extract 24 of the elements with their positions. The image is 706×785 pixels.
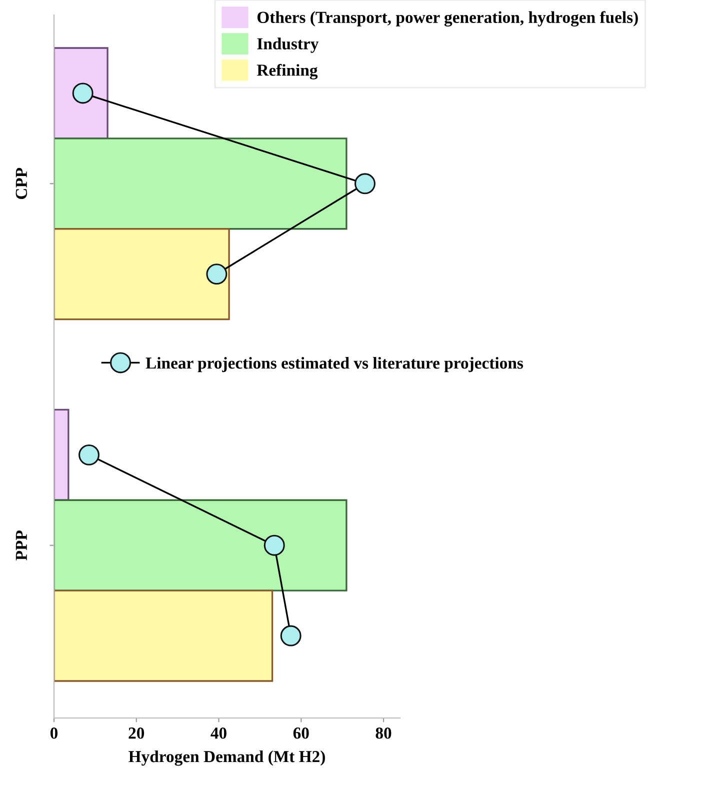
x-tick-label: 60: [293, 728, 309, 739]
x-tick-label: 80: [376, 728, 392, 739]
legend-label: Industry: [257, 38, 319, 53]
y-tick-label: CPP: [16, 168, 28, 200]
point: [78, 444, 100, 466]
bar: [54, 408, 70, 501]
x-tick-label: 20: [128, 728, 144, 739]
point: [280, 625, 302, 646]
legend-label: Linear projections estimated vs literature projections: [146, 356, 524, 372]
x-axis-title: Hydrogen Demand (Mt H2): [128, 750, 325, 766]
point: [264, 534, 285, 556]
point: [354, 173, 376, 194]
point: [72, 82, 94, 104]
bar: [54, 590, 274, 682]
y-tick-label: PPP: [16, 530, 27, 560]
bar: [54, 499, 348, 592]
point: [206, 264, 228, 285]
x-tick-label: 40: [210, 728, 226, 739]
bar: [54, 47, 108, 140]
x-tick-label: 0: [50, 728, 58, 739]
bar: [54, 138, 348, 230]
legend-label: Others (Transport, power generation, hydrogen fuels): [257, 11, 638, 27]
legend-label: Refining: [256, 64, 318, 80]
bar: [54, 228, 230, 320]
